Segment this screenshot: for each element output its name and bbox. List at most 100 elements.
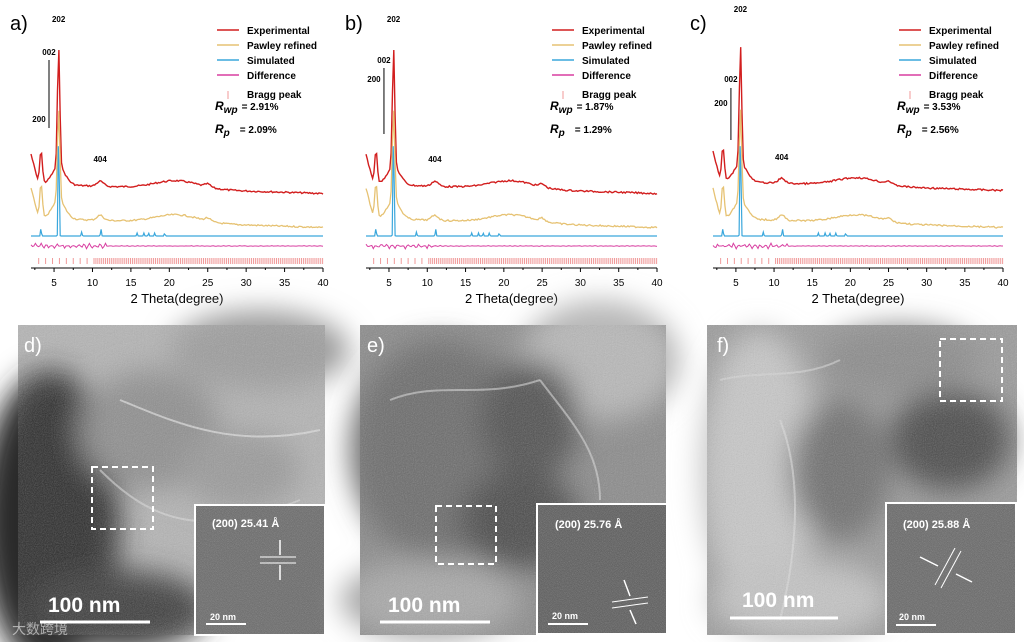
rwp-number: = 1.87% [577, 102, 614, 113]
bragg-ticks [720, 258, 1004, 264]
x-tick-label: 40 [651, 278, 663, 289]
pawley-curve [30, 110, 324, 229]
tem-panel-d: d) (200) 25.41 Å 20 nm 100 nm 大数跨境 [0, 310, 350, 642]
experimental-curve [712, 47, 1004, 192]
peak-label-404: 404 [428, 155, 442, 164]
difference-curve [30, 242, 324, 250]
rp-symbol: R [897, 122, 906, 136]
scale-bar-f-label: 100 nm [742, 589, 814, 612]
x-tick-label: 10 [768, 278, 780, 289]
x-tick-label: 25 [883, 278, 895, 289]
legend-label: Simulated [247, 56, 295, 67]
rwp-sub: wp [224, 105, 238, 116]
x-axis-title: 2 Theta(degree) [812, 291, 905, 306]
x-tick-label: 20 [164, 278, 176, 289]
legend-label: Experimental [582, 26, 645, 37]
legend-label: Difference [247, 71, 296, 82]
inset-d-spacing: (200) 25.41 Å [212, 517, 279, 530]
rp-value: Rp = 1.29% [550, 122, 612, 139]
legend-label: Pawley refined [247, 41, 317, 52]
x-tick-label: 30 [921, 278, 933, 289]
scale-bar-e-label: 100 nm [388, 594, 460, 617]
panel-label-c: c) [690, 13, 707, 35]
x-tick-label: 20 [498, 278, 510, 289]
simulated-curve [31, 146, 323, 237]
x-tick-label: 10 [87, 278, 99, 289]
rwp-sub: wp [559, 105, 573, 116]
legend-label: Difference [929, 71, 978, 82]
x-tick-label: 35 [959, 278, 971, 289]
x-tick-label: 5 [386, 278, 392, 289]
legend-label: Experimental [929, 26, 992, 37]
experimental-curve [30, 49, 324, 195]
tem-panel-f: f) (200) 25.88 Å 20 nm 100 nm [700, 325, 1017, 640]
legend-label: Bragg peak [929, 90, 984, 101]
peak-label-202: 202 [387, 15, 401, 24]
pawley-curve [365, 110, 658, 229]
rp-sub: p [905, 128, 912, 139]
rwp-symbol: R [550, 99, 559, 113]
x-tick-label: 15 [460, 278, 472, 289]
panel-label-f: f) [717, 335, 729, 357]
selection-box-f [939, 338, 1003, 402]
xrd-panel-a: a) 5 10 15 20 25 30 35 40 2 Theta(degree) 202 200 00… [10, 13, 329, 306]
difference-curve [712, 241, 1003, 250]
simulated-curve [713, 146, 1003, 237]
rwp-sub: wp [906, 105, 920, 116]
peak-label-002: 002 [42, 48, 56, 57]
rwp-symbol: R [897, 99, 906, 113]
x-tick-label: 15 [807, 278, 819, 289]
rp-number: = 2.56% [922, 125, 959, 136]
x-axis-title: 2 Theta(degree) [131, 291, 224, 306]
x-tick-label: 20 [845, 278, 857, 289]
x-tick-label: 5 [733, 278, 739, 289]
pawley-curve [712, 109, 1004, 229]
bragg-ticks [373, 258, 658, 264]
arrow-f-right [955, 573, 973, 583]
difference-curve [365, 243, 658, 251]
peak-label-002: 002 [377, 56, 391, 65]
peak-label-200: 200 [367, 75, 381, 84]
peak-label-200: 200 [714, 99, 728, 108]
peak-label-202: 202 [52, 15, 66, 24]
peak-label-200: 200 [32, 115, 46, 124]
legend-label: Bragg peak [582, 90, 637, 101]
rwp-symbol: R [215, 99, 224, 113]
inset-f-spacing: (200) 25.88 Å [903, 518, 970, 531]
peak-label-202: 202 [734, 5, 748, 14]
arrow-e-top [623, 579, 631, 597]
inset-e-scale-label: 20 nm [552, 611, 578, 621]
inset-f-scale-label: 20 nm [899, 612, 925, 622]
peak-label-404: 404 [775, 153, 789, 162]
inset-e-spacing: (200) 25.76 Å [555, 518, 622, 531]
x-tick-label: 30 [575, 278, 587, 289]
legend-label: Bragg peak [247, 90, 302, 101]
x-tick-label: 40 [997, 278, 1009, 289]
x-tick-label: 25 [202, 278, 214, 289]
xrd-panel-b: b) 5 10 15 20 25 30 35 40 2 Theta(degree) 202 200 00… [345, 13, 663, 306]
selection-box-d [91, 466, 154, 530]
legend-label: Simulated [582, 56, 630, 67]
x-tick-label: 5 [51, 278, 57, 289]
panel-label-b: b) [345, 13, 363, 35]
rwp-value: Rwp = 1.87% [550, 99, 614, 116]
legend-label: Pawley refined [929, 41, 999, 52]
rwp-number: = 3.53% [924, 102, 961, 113]
scale-bar-d-label: 100 nm [48, 594, 120, 617]
rwp-value: Rwp = 2.91% [215, 99, 279, 116]
rp-symbol: R [550, 122, 559, 136]
x-tick-label: 35 [613, 278, 625, 289]
x-tick-label: 25 [537, 278, 549, 289]
panel-label-a: a) [10, 13, 28, 35]
rp-symbol: R [215, 122, 224, 136]
inset-d-scale-label: 20 nm [210, 612, 236, 622]
tem-panel-e: e) (200) 25.76 Å 20 nm 100 nm [340, 300, 680, 640]
xrd-panel-c: c) 5 10 15 20 25 30 35 40 2 Theta(degree) 202 200 00… [690, 5, 1009, 306]
rp-number: = 2.09% [240, 125, 277, 136]
x-tick-label: 15 [125, 278, 137, 289]
legend-label: Experimental [247, 26, 310, 37]
rwp-value: Rwp = 3.53% [897, 99, 961, 116]
watermark: 大数跨境 [12, 621, 68, 637]
legend-label: Pawley refined [582, 41, 652, 52]
